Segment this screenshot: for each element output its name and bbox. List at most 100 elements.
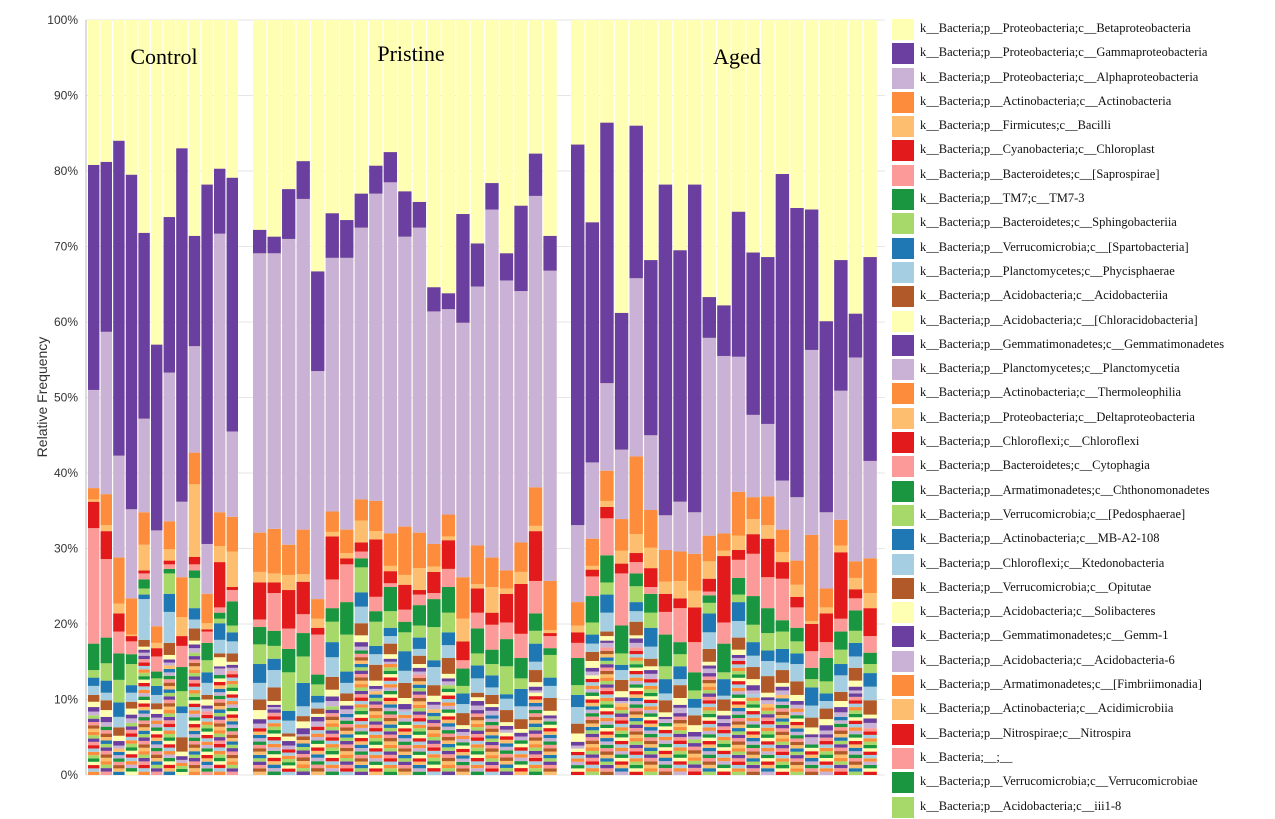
bar-segment bbox=[761, 538, 775, 578]
bar-segment bbox=[138, 544, 150, 571]
bar-segment bbox=[226, 177, 238, 432]
bar-segment bbox=[819, 754, 833, 759]
bar-segment bbox=[188, 676, 201, 680]
bar-segment bbox=[717, 695, 731, 700]
bar-segment bbox=[585, 634, 600, 644]
bar-segment bbox=[848, 667, 863, 681]
bar-segment bbox=[790, 725, 804, 729]
bar-segment bbox=[201, 699, 213, 706]
bar-segment bbox=[100, 722, 112, 727]
bar-segment bbox=[585, 768, 600, 772]
bar-segment bbox=[585, 730, 600, 734]
group-labels: Control Pristine Aged bbox=[130, 41, 760, 69]
bar-segment bbox=[138, 669, 150, 673]
bar-segment bbox=[398, 709, 412, 712]
bar-segment bbox=[585, 675, 600, 679]
bar-segment bbox=[746, 758, 760, 762]
bar-segment bbox=[456, 742, 470, 746]
bar-segment bbox=[528, 670, 543, 683]
bar-segment bbox=[528, 709, 543, 714]
bar-segment bbox=[354, 660, 368, 664]
bar-segment bbox=[427, 750, 441, 755]
legend-label: k__Bacteria;p__Acidobacteria;c__Acidobac… bbox=[920, 652, 1175, 667]
bar-segment bbox=[673, 744, 687, 748]
bar-segment bbox=[470, 733, 485, 738]
bar-segment bbox=[528, 613, 543, 631]
bar-segment bbox=[214, 678, 226, 682]
bar-segment bbox=[702, 717, 716, 721]
bar-segment bbox=[485, 735, 499, 739]
bar-segment bbox=[427, 716, 441, 720]
bar-segment bbox=[746, 655, 760, 668]
bar-segment bbox=[629, 621, 643, 636]
bar-segment bbox=[834, 519, 848, 546]
bar-segment bbox=[848, 758, 863, 762]
bar-segment bbox=[163, 696, 175, 700]
bar bbox=[804, 20, 819, 775]
bar-segment bbox=[848, 710, 863, 714]
bar-segment bbox=[514, 771, 528, 775]
bar-segment bbox=[819, 761, 833, 765]
bar-segment bbox=[543, 744, 557, 749]
bar-segment bbox=[163, 768, 175, 772]
bar-segment bbox=[746, 731, 760, 735]
bar-segment bbox=[441, 688, 456, 693]
bar bbox=[848, 20, 863, 775]
bar-segment bbox=[100, 716, 112, 723]
bar-segment bbox=[731, 728, 746, 732]
bar-segment bbox=[687, 512, 702, 554]
bar-segment bbox=[138, 768, 150, 772]
bar-segment bbox=[571, 694, 585, 708]
bar-segment bbox=[188, 754, 201, 759]
bar-segment bbox=[585, 737, 600, 741]
bar-segment bbox=[775, 764, 790, 769]
bar-segment bbox=[863, 751, 877, 755]
bar-segment bbox=[226, 771, 238, 775]
bar-segment bbox=[761, 710, 775, 715]
bar-segment bbox=[253, 761, 267, 765]
bar-segment bbox=[88, 758, 100, 762]
bar-segment bbox=[834, 737, 848, 741]
bar-segment bbox=[644, 709, 658, 714]
bar-segment bbox=[138, 764, 150, 769]
bar-segment bbox=[383, 697, 397, 702]
bar-segment bbox=[441, 568, 456, 588]
bar-segment bbox=[585, 720, 600, 724]
bar-segment bbox=[717, 768, 731, 772]
bar-segment bbox=[775, 670, 790, 683]
y-tick-label: 20% bbox=[54, 617, 78, 631]
bar-segment bbox=[201, 714, 213, 719]
bar-segment bbox=[412, 625, 427, 638]
bar-segment bbox=[412, 714, 427, 719]
bar-segment bbox=[354, 707, 368, 712]
bar-segment bbox=[585, 744, 600, 748]
bar-segment bbox=[226, 667, 238, 671]
bar-segment bbox=[296, 743, 310, 747]
bar-segment bbox=[369, 680, 383, 686]
legend-swatch bbox=[892, 723, 914, 745]
bar-segment bbox=[311, 743, 325, 748]
bar-segment bbox=[226, 601, 238, 626]
bar-segment bbox=[543, 734, 557, 739]
bar-segment bbox=[325, 737, 339, 741]
bar-segment bbox=[214, 719, 226, 724]
bar-segment bbox=[658, 515, 673, 551]
bar-segment bbox=[226, 516, 238, 552]
bar-segment bbox=[775, 758, 790, 762]
bar-segment bbox=[441, 657, 456, 674]
bar-segment bbox=[585, 702, 600, 707]
bar-segment bbox=[804, 768, 819, 772]
bar-segment bbox=[163, 703, 175, 707]
bar-segment bbox=[427, 593, 441, 600]
bar-segment bbox=[514, 583, 528, 634]
bar-segment bbox=[226, 741, 238, 745]
bar-segment bbox=[113, 557, 125, 604]
legend-swatch bbox=[892, 432, 914, 454]
bar-segment bbox=[125, 701, 138, 709]
bar-segment bbox=[214, 730, 226, 734]
bar bbox=[201, 20, 213, 775]
bar-segment bbox=[775, 662, 790, 671]
bar-segment bbox=[834, 649, 848, 665]
bar-segment bbox=[340, 713, 354, 718]
bar-segment bbox=[746, 252, 760, 415]
